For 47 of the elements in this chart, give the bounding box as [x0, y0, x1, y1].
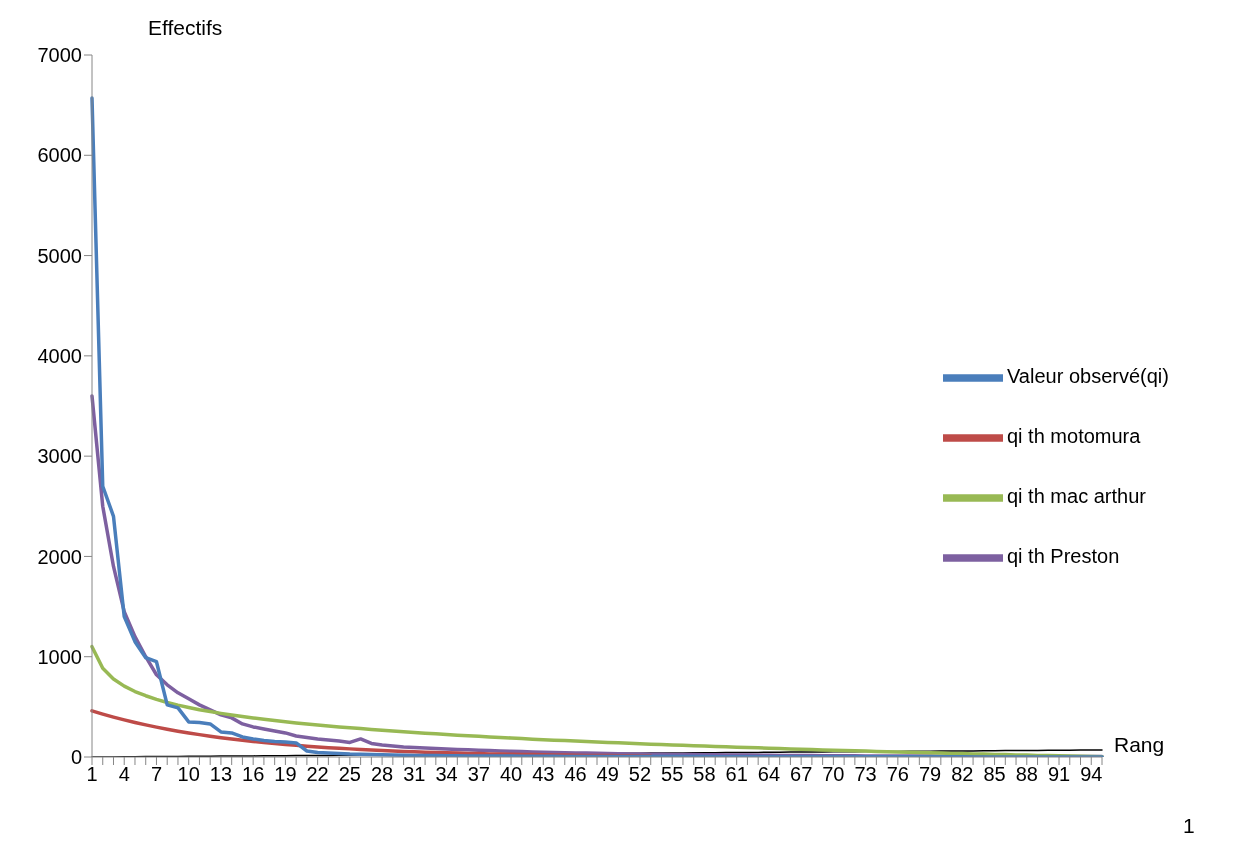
x-tick-label: 1 — [86, 763, 98, 786]
x-tick-label: 43 — [532, 763, 555, 786]
x-tick-label: 49 — [596, 763, 619, 786]
x-tick-label: 46 — [564, 763, 587, 786]
y-tick-label: 2000 — [37, 545, 82, 568]
x-tick-label: 58 — [693, 763, 716, 786]
x-tick-label: 19 — [274, 763, 297, 786]
x-tick-label: 85 — [983, 763, 1006, 786]
x-tick-label: 10 — [177, 763, 200, 786]
legend-label: Valeur observé(qi) — [1007, 365, 1169, 388]
x-tick-label: 73 — [854, 763, 877, 786]
x-tick-label: 91 — [1047, 763, 1071, 786]
x-tick-label: 16 — [242, 763, 265, 786]
x-tick-label: 70 — [822, 763, 845, 786]
x-tick-label: 13 — [209, 763, 233, 786]
x-tick-label: 25 — [338, 763, 361, 786]
x-tick-label: 4 — [118, 763, 130, 786]
x-tick-label: 52 — [628, 763, 652, 786]
y-tick-label: 1000 — [37, 645, 82, 668]
x-tick-label: 64 — [757, 763, 781, 786]
y-tick-label: 4000 — [37, 344, 82, 367]
x-tick-label: 67 — [790, 763, 813, 786]
y-tick-label: 5000 — [37, 244, 82, 267]
y-tick-label: 6000 — [37, 144, 82, 167]
x-tick-label: 82 — [951, 763, 974, 786]
x-tick-label: 37 — [467, 763, 490, 786]
y-tick-label: 3000 — [37, 445, 82, 468]
x-tick-label: 76 — [886, 763, 909, 786]
x-axis-title: Rang — [1114, 733, 1165, 757]
text: 1 — [1183, 814, 1195, 838]
x-tick-label: 31 — [403, 763, 426, 786]
x-tick-label: 22 — [306, 763, 329, 786]
y-axis-title: Effectifs — [148, 16, 223, 40]
y-tick-label: 0 — [70, 746, 82, 769]
x-tick-label: 40 — [499, 763, 523, 786]
x-tick-label: 7 — [150, 763, 163, 786]
legend-label: qi th mac arthur — [1007, 485, 1146, 508]
x-tick-label: 28 — [370, 763, 394, 786]
legend-label: qi th motomura — [1007, 425, 1141, 448]
legend-label: qi th Preston — [1007, 545, 1120, 568]
x-tick-label: 55 — [661, 763, 684, 786]
x-tick-label: 61 — [725, 763, 748, 786]
x-tick-label: 88 — [1015, 763, 1038, 786]
x-tick-label: 94 — [1080, 763, 1103, 786]
x-tick-label: 34 — [435, 763, 458, 786]
y-tick-label: 7000 — [37, 44, 82, 67]
x-tick-label: 79 — [918, 763, 942, 786]
